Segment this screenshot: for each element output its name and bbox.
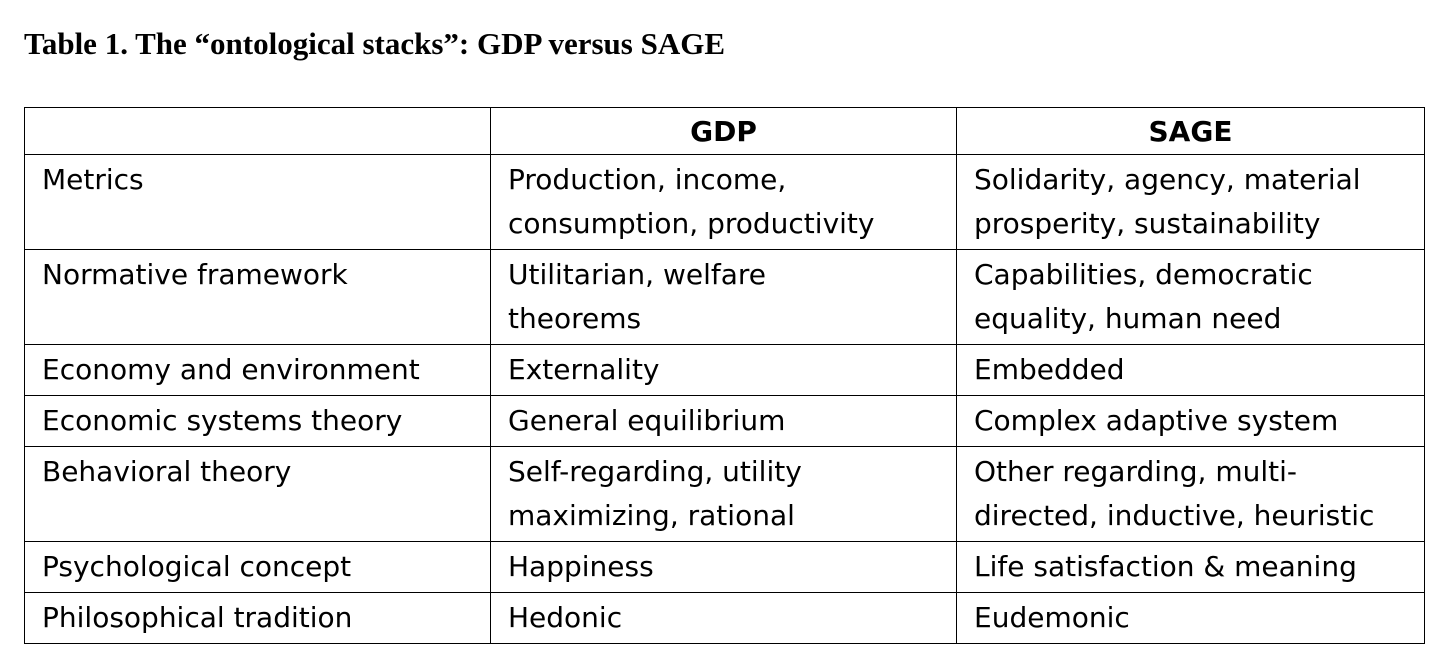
cell-line: Other regarding, multi- [974, 455, 1298, 488]
cell-line: prosperity, sustainability [974, 207, 1321, 240]
cell-line: directed, inductive, heuristic [974, 499, 1375, 532]
cell-line: Externality [508, 353, 660, 386]
row-label-text: Philosophical tradition [42, 601, 353, 634]
table-row: Psychological concept Happiness Life sat… [24, 541, 1425, 593]
row-label: Metrics [24, 154, 491, 250]
table-caption: Table 1. The “ontological stacks”: GDP v… [24, 26, 726, 61]
cell-line: Life satisfaction & meaning [974, 550, 1357, 583]
table-row: Normative framework Utilitarian, welfare… [24, 249, 1425, 345]
cell-line: Eudemonic [974, 601, 1130, 634]
sage-cell: Embedded [956, 344, 1425, 396]
row-label: Philosophical tradition [24, 592, 491, 644]
sage-cell: Life satisfaction & meaning [956, 541, 1425, 593]
ontological-stacks-table: GDP SAGE Metrics Production, income, cons… [24, 107, 1425, 644]
row-label: Normative framework [24, 249, 491, 345]
cell-line: consumption, productivity [508, 207, 875, 240]
gdp-cell: Hedonic [490, 592, 957, 644]
row-label-text: Economy and environment [42, 353, 420, 386]
cell-line: Hedonic [508, 601, 623, 634]
table-row: Philosophical tradition Hedonic Eudemoni… [24, 592, 1425, 644]
row-label: Economy and environment [24, 344, 491, 396]
gdp-cell: Externality [490, 344, 957, 396]
gdp-cell: Production, income, consumption, producti… [490, 154, 957, 250]
cell-line: General equilibrium [508, 404, 786, 437]
header-cell-sage: SAGE [956, 107, 1425, 155]
header-cell-empty [24, 107, 491, 155]
gdp-cell: General equilibrium [490, 395, 957, 447]
row-label-text: Normative framework [42, 258, 348, 291]
gdp-cell: Happiness [490, 541, 957, 593]
cell-line: Complex adaptive system [974, 404, 1339, 437]
header-cell-gdp: GDP [490, 107, 957, 155]
cell-line: Capabilities, democratic [974, 258, 1313, 291]
header-row: GDP SAGE [24, 107, 1425, 155]
table-row: Metrics Production, income, consumption, … [24, 154, 1425, 250]
table-row: Behavioral theory Self-regarding, utilit… [24, 446, 1425, 542]
cell-line: Happiness [508, 550, 654, 583]
sage-cell: Eudemonic [956, 592, 1425, 644]
sage-cell: Complex adaptive system [956, 395, 1425, 447]
sage-cell: Solidarity, agency, material prosperity, … [956, 154, 1425, 250]
cell-line: theorems [508, 302, 642, 335]
cell-line: Embedded [974, 353, 1125, 386]
cell-line: equality, human need [974, 302, 1282, 335]
row-label: Behavioral theory [24, 446, 491, 542]
cell-line: Solidarity, agency, material [974, 163, 1361, 196]
row-label: Economic systems theory [24, 395, 491, 447]
cell-line: Production, income, [508, 163, 787, 196]
gdp-cell: Utilitarian, welfare theorems [490, 249, 957, 345]
gdp-cell: Self-regarding, utility maximizing, ratio… [490, 446, 957, 542]
cell-line: maximizing, rational [508, 499, 795, 532]
table-row: Economy and environment Externality Embe… [24, 344, 1425, 396]
cell-line: Utilitarian, welfare [508, 258, 766, 291]
row-label-text: Economic systems theory [42, 404, 403, 437]
row-label-text: Metrics [42, 163, 144, 196]
row-label-text: Behavioral theory [42, 455, 292, 488]
cell-line: Self-regarding, utility [508, 455, 802, 488]
row-label: Psychological concept [24, 541, 491, 593]
sage-cell: Other regarding, multi-directed, inducti… [956, 446, 1425, 542]
table-row: Economic systems theory General equilibr… [24, 395, 1425, 447]
sage-cell: Capabilities, democratic equality, human … [956, 249, 1425, 345]
row-label-text: Psychological concept [42, 550, 352, 583]
